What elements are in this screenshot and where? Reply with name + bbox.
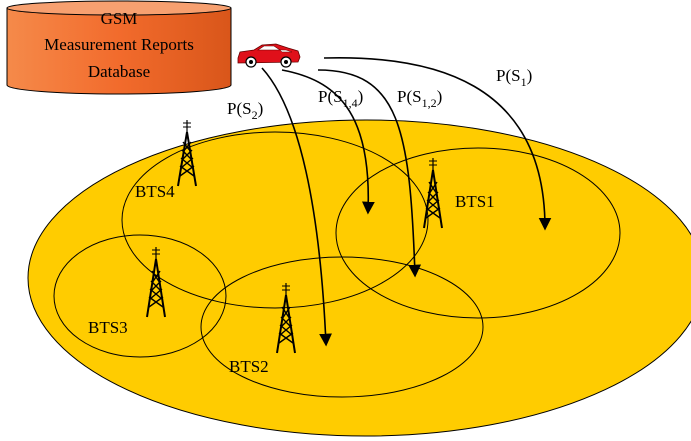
label-bts4: BTS4 [135,182,175,201]
database-label: Database [88,62,150,81]
cell-bts3 [53,234,227,358]
arrow-s14 [281,69,375,215]
database-subtitle: Measurement Reports [44,35,194,54]
cell-bts2 [200,256,484,398]
tower-icon-bts2 [276,283,296,354]
label-p-s12: P(S1,2) [397,87,442,110]
cell-bts1 [335,147,621,319]
label-bts2: BTS2 [229,357,269,376]
coverage-area [27,119,691,437]
arrow-s1 [323,56,552,231]
arrow-s12 [317,69,422,278]
database-cylinder [6,0,232,95]
label-p-s14: P(S1,4) [318,87,363,110]
tower-icon-bts1 [423,158,443,229]
label-p-s1: P(S1) [496,66,532,89]
car-icon [237,43,301,68]
tower-icon-bts4 [177,120,197,187]
database-title: GSM [101,9,138,28]
tower-icon-bts3 [146,247,166,318]
label-bts3: BTS3 [88,318,128,337]
label-p-s2: P(S2) [227,99,263,122]
label-bts1: BTS1 [455,192,495,211]
cell-bts4 [121,131,429,309]
arrow-s2 [261,67,332,347]
